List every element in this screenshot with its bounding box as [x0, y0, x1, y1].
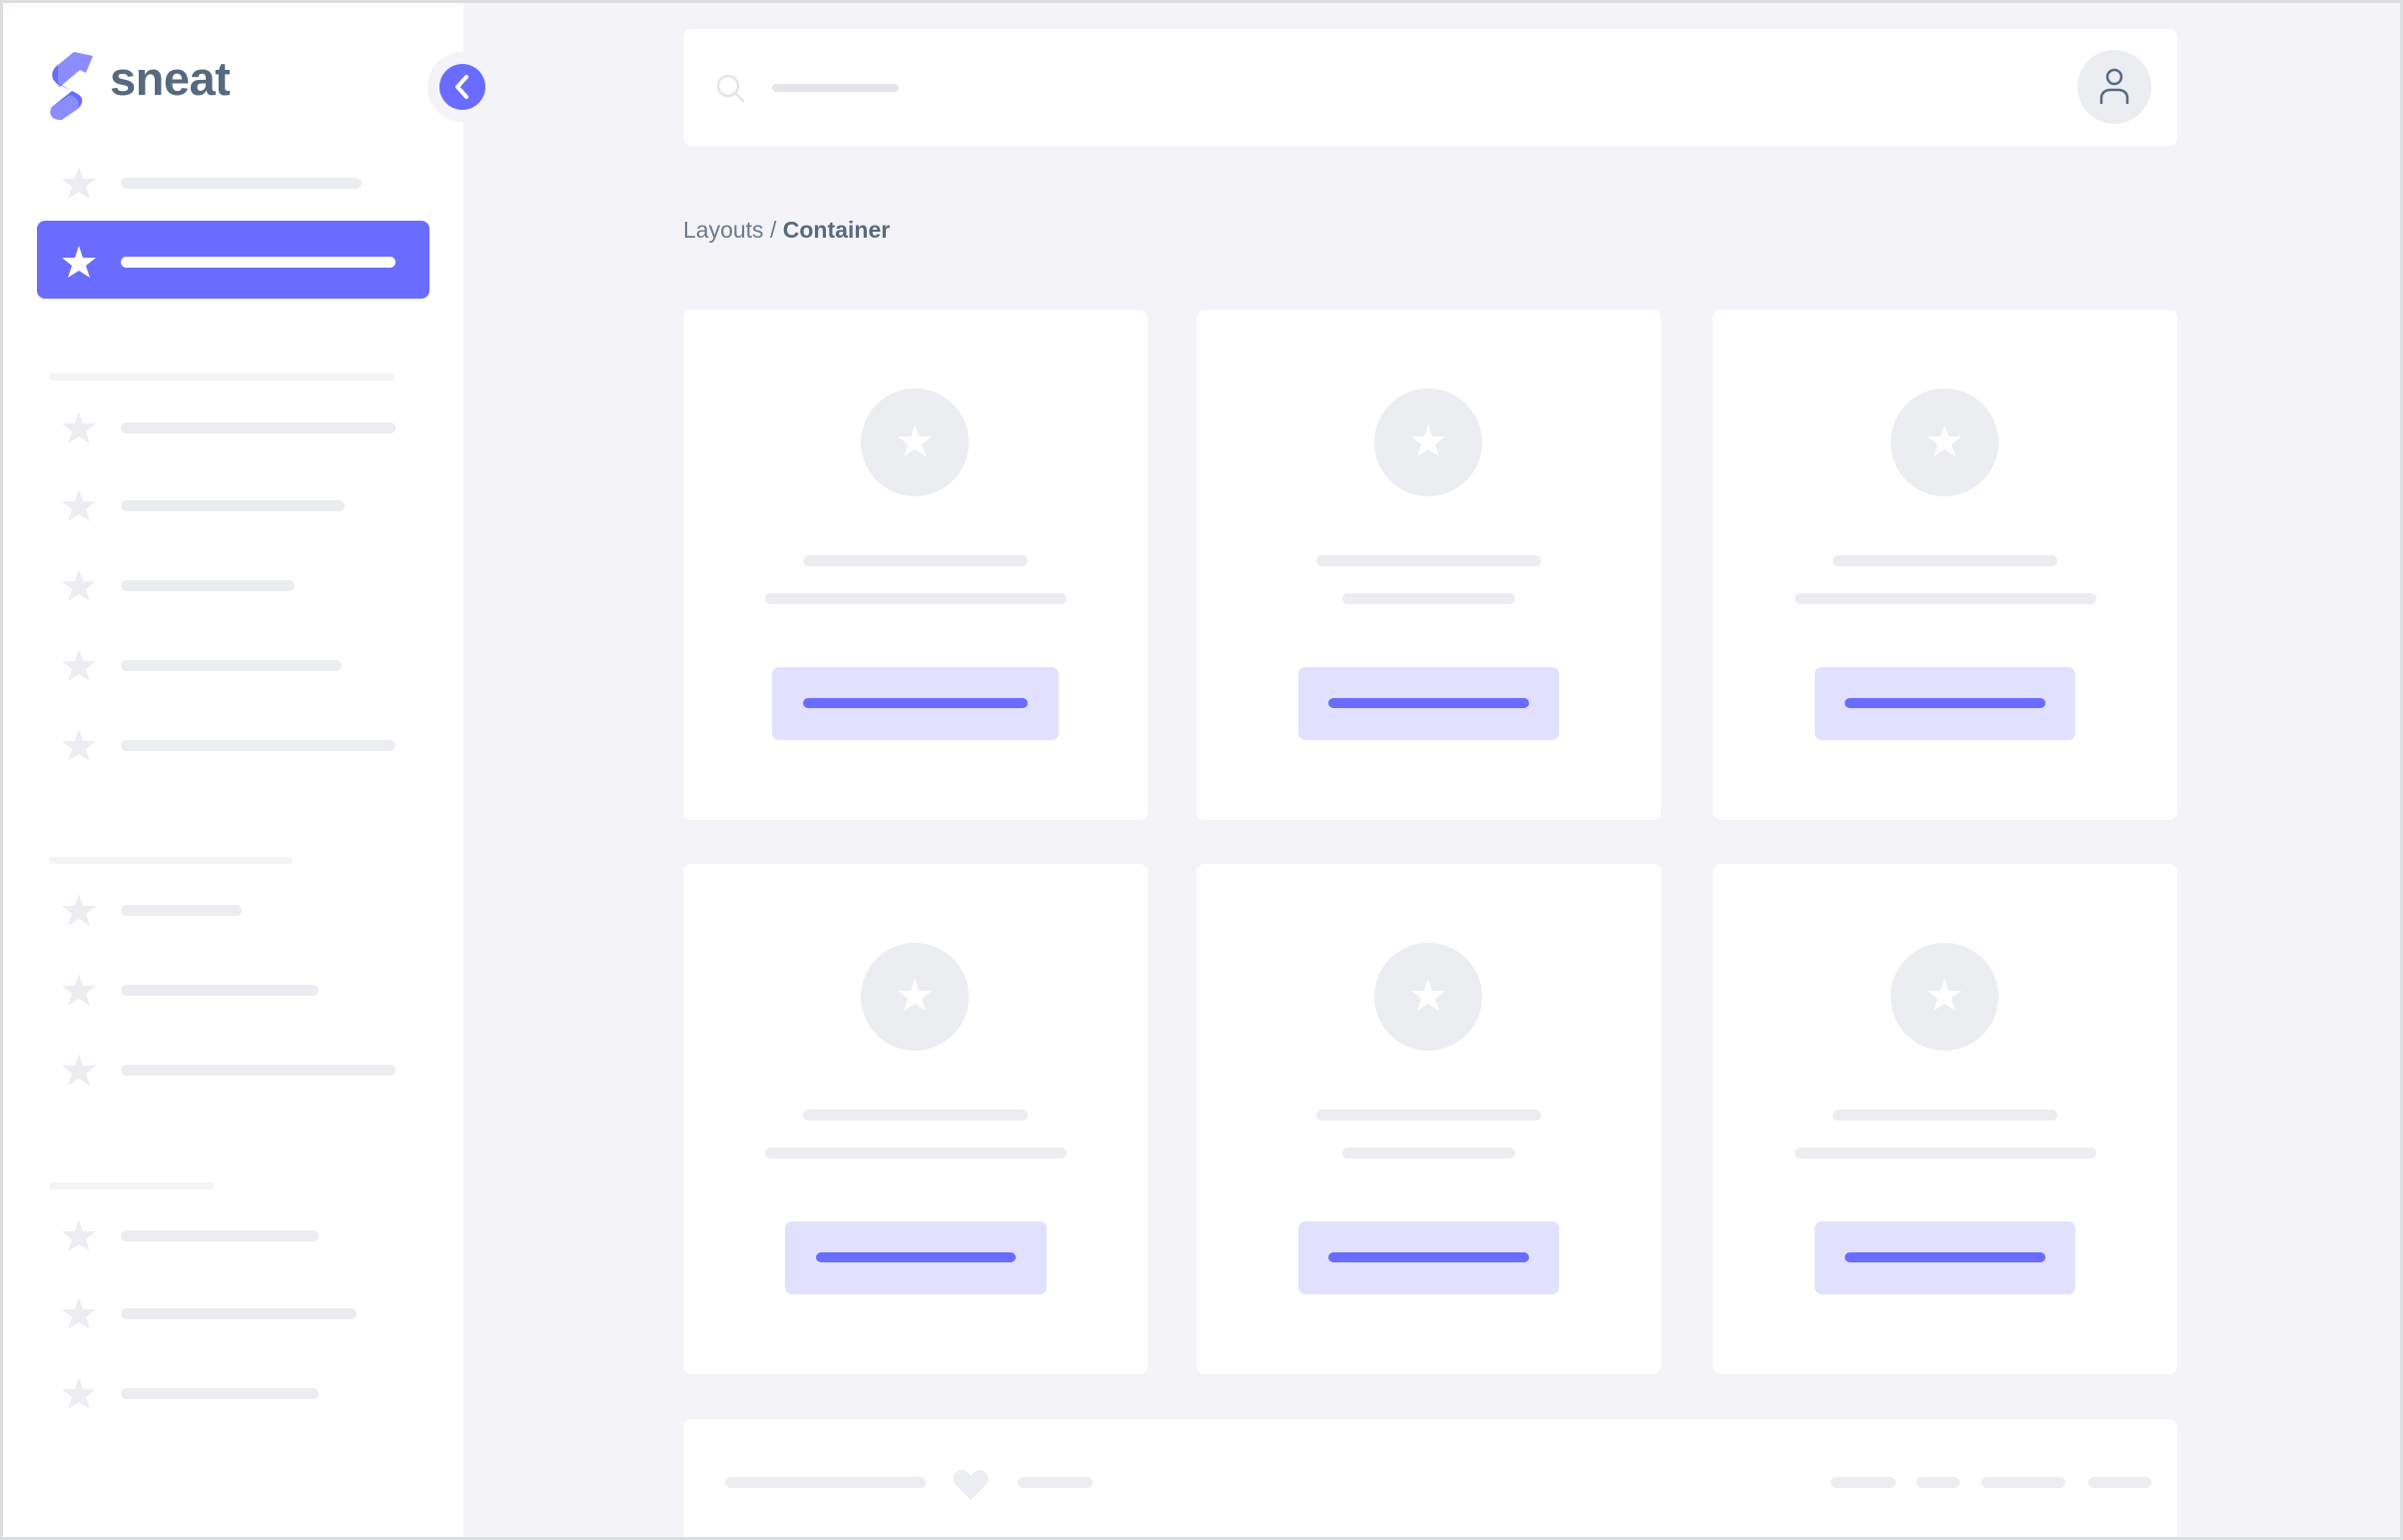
card-avatar: [861, 388, 969, 496]
sidebar-item-label-placeholder: [121, 580, 295, 591]
star-icon: [62, 1377, 96, 1409]
card-text-placeholder: [764, 1148, 1067, 1158]
footer-link-placeholder[interactable]: [1982, 1477, 2065, 1488]
sneat-logo-icon: [50, 52, 93, 121]
card-button-label-placeholder: [815, 1252, 1016, 1262]
sidebar-item-label-placeholder: [121, 740, 396, 751]
star-icon: [898, 424, 932, 456]
star-icon: [62, 167, 96, 199]
sidebar-section-header-placeholder: [49, 1182, 214, 1189]
sidebar-item-label-placeholder: [121, 1308, 357, 1319]
sidebar-item-label-placeholder: [121, 257, 396, 268]
card-text-placeholder: [1342, 593, 1515, 604]
card-avatar: [861, 943, 969, 1051]
sidebar-item-label-placeholder: [121, 422, 396, 433]
card-avatar: [1891, 943, 1999, 1051]
card-button-label-placeholder: [1328, 698, 1529, 708]
brand-name: sneat: [110, 52, 231, 105]
star-icon: [1411, 979, 1445, 1011]
star-icon: [62, 411, 96, 443]
breadcrumb-separator: /: [763, 217, 783, 243]
star-icon: [62, 1054, 96, 1086]
card-text-placeholder: [1342, 1148, 1515, 1158]
star-icon: [898, 979, 932, 1011]
card-avatar: [1374, 943, 1482, 1051]
card-button[interactable]: [1298, 667, 1559, 740]
card-text-placeholder: [1794, 1148, 2096, 1158]
card-title-placeholder: [803, 555, 1028, 566]
sidebar-item-label-placeholder: [121, 660, 342, 671]
star-icon: [62, 1219, 96, 1251]
card-button-label-placeholder: [803, 698, 1028, 708]
star-icon: [62, 569, 96, 601]
search-bar[interactable]: [683, 29, 2177, 146]
card-title-placeholder: [1833, 555, 2057, 566]
user-avatar[interactable]: [2077, 50, 2151, 124]
star-icon: [62, 489, 96, 521]
star-icon: [62, 1297, 96, 1329]
star-icon: [62, 246, 96, 278]
breadcrumb-current: Container: [782, 217, 891, 243]
card: [683, 864, 1148, 1374]
star-icon: [62, 894, 96, 926]
footer: [683, 1419, 2177, 1537]
star-icon: [62, 729, 96, 761]
star-icon: [1928, 424, 1962, 456]
user-icon: [2099, 68, 2129, 104]
footer-link-placeholder[interactable]: [1831, 1477, 1896, 1488]
card-text-placeholder: [1794, 593, 2096, 604]
sidebar: sneat: [3, 3, 463, 1537]
card: [1197, 864, 1661, 1374]
star-icon: [1928, 979, 1962, 1011]
sidebar-section-header-placeholder: [49, 374, 395, 381]
sidebar-item-label-placeholder: [121, 500, 345, 511]
breadcrumb-parent[interactable]: Layouts: [683, 217, 764, 243]
app-window: sneat Layouts / Container: [3, 3, 2400, 1537]
footer-link-placeholder[interactable]: [1018, 1477, 1093, 1488]
sidebar-item-label-placeholder: [121, 905, 242, 916]
breadcrumb: Layouts / Container: [683, 217, 890, 244]
card-title-placeholder: [1316, 1110, 1541, 1121]
card-title-placeholder: [803, 1110, 1028, 1121]
footer-copyright-placeholder: [725, 1477, 926, 1488]
sidebar-section-header-placeholder: [49, 857, 293, 864]
card-avatar: [1374, 388, 1482, 496]
card-button[interactable]: [784, 1221, 1047, 1294]
search-icon: [716, 74, 745, 103]
card-title-placeholder: [1316, 555, 1541, 566]
footer-link-placeholder[interactable]: [1917, 1477, 1960, 1488]
card-button[interactable]: [1815, 1221, 2075, 1294]
star-icon: [62, 974, 96, 1006]
sidebar-toggle-button[interactable]: [439, 64, 485, 110]
card-avatar: [1891, 388, 1999, 496]
sidebar-item-label-placeholder: [121, 1065, 396, 1076]
card: [1713, 864, 2177, 1374]
heart-icon: [953, 1470, 989, 1500]
search-input-placeholder[interactable]: [772, 84, 899, 92]
card-button-label-placeholder: [1328, 1252, 1529, 1262]
card: [1713, 310, 2177, 820]
card-button-label-placeholder: [1845, 698, 2045, 708]
card-button[interactable]: [1815, 667, 2075, 740]
card-button[interactable]: [1298, 1221, 1559, 1294]
sidebar-item-label-placeholder: [121, 178, 362, 189]
chevron-left-icon: [455, 75, 468, 99]
star-icon: [1411, 424, 1445, 456]
star-icon: [62, 649, 96, 681]
card-button[interactable]: [772, 667, 1059, 740]
sidebar-item-label-placeholder: [121, 985, 319, 996]
card: [683, 310, 1148, 820]
card-button-label-placeholder: [1845, 1252, 2045, 1262]
sidebar-item-label-placeholder: [121, 1388, 319, 1399]
card-text-placeholder: [764, 593, 1067, 604]
sidebar-item-label-placeholder: [121, 1230, 319, 1241]
card: [1197, 310, 1661, 820]
footer-link-placeholder[interactable]: [2088, 1477, 2151, 1488]
card-title-placeholder: [1833, 1110, 2057, 1121]
